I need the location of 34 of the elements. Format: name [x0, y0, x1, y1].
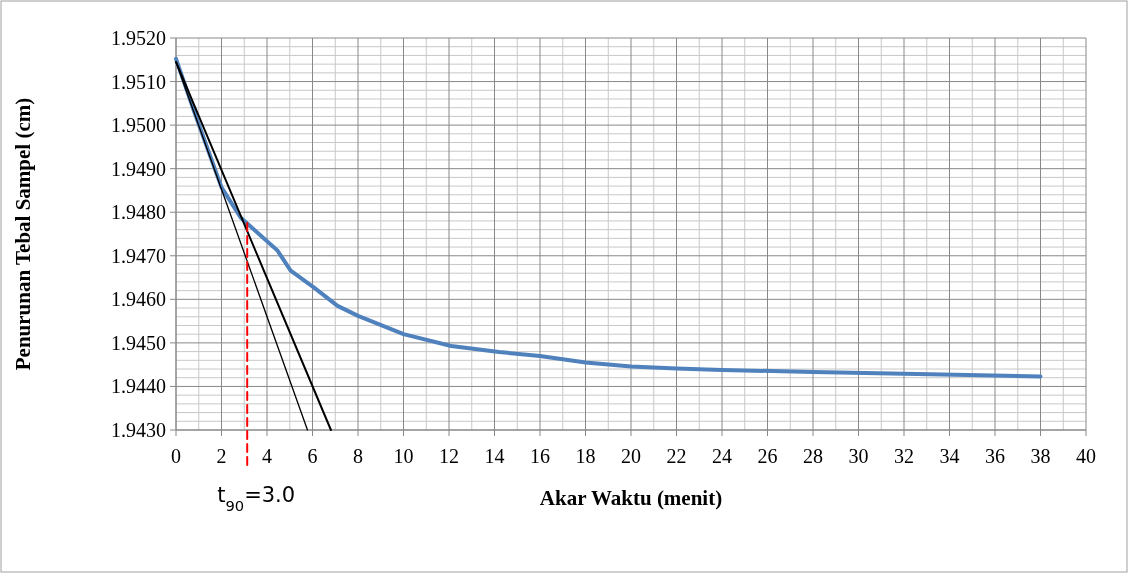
y-tick-label: 1.9440 — [111, 375, 166, 398]
y-tick-label: 1.9500 — [111, 114, 166, 137]
x-tick-label: 36 — [985, 445, 1005, 467]
y-tick-label: 1.9460 — [111, 288, 166, 311]
y-tick-label: 1.9520 — [111, 27, 166, 49]
x-tick-label: 18 — [575, 445, 596, 467]
x-tick-label: 32 — [894, 445, 914, 467]
x-tick-label: 0 — [171, 445, 181, 467]
x-tick-label: 2 — [216, 445, 227, 467]
x-tick-label: 16 — [530, 445, 550, 467]
x-tick-label: 24 — [712, 445, 732, 467]
x-tick-label: 14 — [484, 445, 505, 467]
y-axis-title: Penurunan Tebal Sampel (cm) — [11, 97, 35, 371]
x-tick-label: 20 — [621, 445, 641, 467]
x-tick-label: 22 — [666, 445, 687, 467]
x-tick-label: 30 — [848, 445, 869, 467]
x-axis-title: Akar Waktu (menit) — [539, 486, 723, 510]
x-tick-label: 10 — [393, 445, 414, 467]
x-tick-label: 34 — [939, 445, 960, 467]
x-tick-label: 26 — [757, 445, 778, 467]
annotation: t$_{90}$=3.0 — [217, 483, 296, 514]
y-tick-label: 1.9510 — [111, 70, 166, 93]
x-tick-label: 38 — [1030, 445, 1051, 467]
y-tick-label: 1.9490 — [111, 157, 166, 180]
x-tick-label: 4 — [262, 445, 272, 467]
x-tick-label: 40 — [1076, 445, 1096, 467]
x-tick-label: 12 — [439, 445, 459, 467]
x-tick-label: 8 — [353, 445, 363, 467]
y-tick-label: 1.9480 — [111, 201, 166, 224]
y-tick-label: 1.9430 — [111, 419, 166, 441]
y-tick-label: 1.9470 — [111, 244, 166, 267]
y-tick-label: 1.9450 — [111, 331, 166, 354]
x-tick-label: 28 — [803, 445, 823, 467]
x-tick-label: 6 — [307, 445, 318, 467]
